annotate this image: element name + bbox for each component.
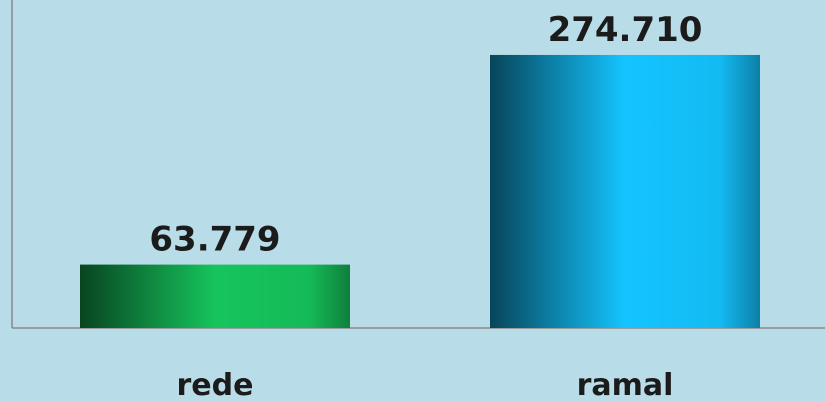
x-tick-label: ramal [577,368,674,402]
x-tick-label: rede [177,368,254,402]
bar-shade [80,264,350,328]
value-label: 274.710 [548,10,703,50]
value-label: 63.779 [149,220,280,260]
bar-shade [490,54,760,329]
